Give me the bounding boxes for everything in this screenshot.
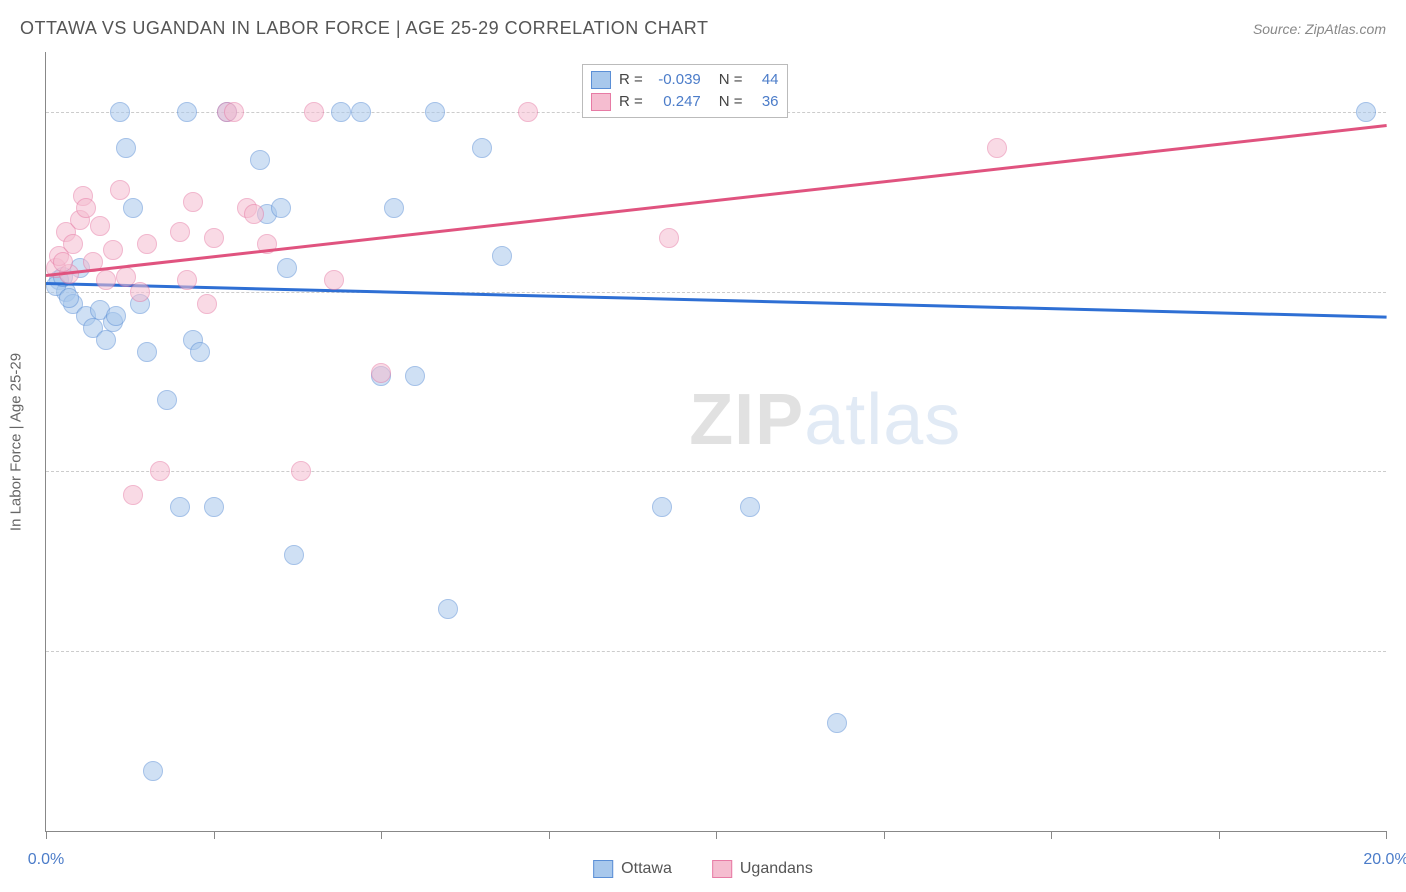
source-label: Source: ZipAtlas.com [1253, 21, 1386, 37]
x-tick [549, 831, 550, 839]
data-point [224, 102, 244, 122]
x-tick [214, 831, 215, 839]
data-point [177, 270, 197, 290]
data-point [177, 102, 197, 122]
data-point [170, 222, 190, 242]
data-point [304, 102, 324, 122]
stat-r-value: 0.247 [651, 93, 701, 110]
x-tick-label: 20.0% [1363, 851, 1406, 869]
x-tick [1219, 831, 1220, 839]
data-point [271, 198, 291, 218]
data-point [425, 102, 445, 122]
x-tick-label: 0.0% [28, 851, 64, 869]
data-point [987, 138, 1007, 158]
data-point [116, 138, 136, 158]
gridline [46, 292, 1386, 293]
data-point [204, 497, 224, 517]
data-point [150, 461, 170, 481]
y-tick-label: 70.0% [1391, 462, 1406, 480]
legend-item: Ottawa [593, 860, 672, 878]
y-tick-label: 100.0% [1391, 103, 1406, 121]
data-point [284, 545, 304, 565]
data-point [438, 599, 458, 619]
data-point [143, 761, 163, 781]
data-point [331, 102, 351, 122]
data-point [1356, 102, 1376, 122]
legend-swatch [712, 860, 732, 878]
y-tick-label: 85.0% [1391, 283, 1406, 301]
stat-r-value: -0.039 [651, 71, 701, 88]
x-tick [1386, 831, 1387, 839]
data-point [652, 497, 672, 517]
data-point [277, 258, 297, 278]
data-point [76, 198, 96, 218]
plot-surface: 55.0%70.0%85.0%100.0%0.0%20.0% [46, 52, 1386, 831]
x-tick [1051, 831, 1052, 839]
data-point [110, 102, 130, 122]
trend-line [46, 282, 1387, 319]
data-point [827, 713, 847, 733]
stats-row: R = -0.039 N = 44 [591, 69, 779, 91]
data-point [204, 228, 224, 248]
chart-header: OTTAWA VS UGANDAN IN LABOR FORCE | AGE 2… [20, 18, 1386, 39]
data-point [244, 204, 264, 224]
data-point [170, 497, 190, 517]
stat-n-label: N = [719, 93, 743, 110]
x-tick [884, 831, 885, 839]
x-tick [46, 831, 47, 839]
data-point [106, 306, 126, 326]
data-point [250, 150, 270, 170]
data-point [371, 363, 391, 383]
stats-legend-box: R = -0.039 N = 44 R = 0.247 N = 36 [582, 64, 788, 118]
data-point [324, 270, 344, 290]
data-point [103, 240, 123, 260]
data-point [291, 461, 311, 481]
legend-label: Ottawa [621, 860, 672, 878]
data-point [740, 497, 760, 517]
x-tick [716, 831, 717, 839]
data-point [96, 330, 116, 350]
y-tick-label: 55.0% [1391, 642, 1406, 660]
stats-row: R = 0.247 N = 36 [591, 91, 779, 113]
legend-swatch [593, 860, 613, 878]
chart-area: In Labor Force | Age 25-29 55.0%70.0%85.… [45, 52, 1386, 832]
stat-n-value: 36 [751, 93, 779, 110]
data-point [137, 234, 157, 254]
bottom-legend: Ottawa Ugandans [593, 860, 813, 878]
gridline [46, 651, 1386, 652]
data-point [472, 138, 492, 158]
chart-title: OTTAWA VS UGANDAN IN LABOR FORCE | AGE 2… [20, 18, 708, 39]
data-point [63, 234, 83, 254]
data-point [123, 485, 143, 505]
legend-label: Ugandans [740, 860, 813, 878]
data-point [183, 192, 203, 212]
data-point [59, 288, 79, 308]
data-point [123, 198, 143, 218]
data-point [90, 216, 110, 236]
data-point [137, 342, 157, 362]
data-point [492, 246, 512, 266]
gridline [46, 471, 1386, 472]
series-swatch [591, 71, 611, 89]
data-point [190, 342, 210, 362]
stat-n-label: N = [719, 71, 743, 88]
data-point [659, 228, 679, 248]
stat-r-label: R = [619, 93, 643, 110]
data-point [384, 198, 404, 218]
data-point [351, 102, 371, 122]
data-point [518, 102, 538, 122]
series-swatch [591, 93, 611, 111]
legend-item: Ugandans [712, 860, 813, 878]
data-point [130, 282, 150, 302]
y-axis-label: In Labor Force | Age 25-29 [8, 352, 25, 530]
data-point [53, 252, 73, 272]
stat-r-label: R = [619, 71, 643, 88]
data-point [110, 180, 130, 200]
x-tick [381, 831, 382, 839]
data-point [157, 390, 177, 410]
data-point [405, 366, 425, 386]
data-point [197, 294, 217, 314]
stat-n-value: 44 [751, 71, 779, 88]
data-point [96, 270, 116, 290]
